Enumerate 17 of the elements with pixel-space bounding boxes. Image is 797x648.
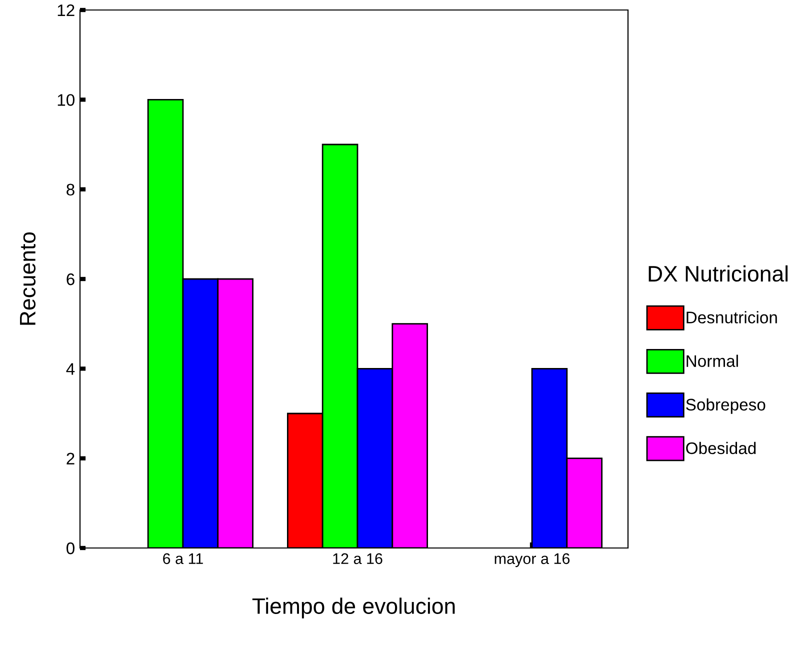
legend-label: Normal	[686, 354, 738, 367]
y-tick-label: 0	[66, 542, 74, 554]
legend-label: Sobrepeso	[686, 398, 766, 414]
y-tick-label: 6	[66, 273, 74, 286]
x-axis-title: Tiempo de evolucion	[252, 598, 455, 618]
x-tick-label: 6 a 11	[163, 553, 203, 564]
legend-title: DX Nutricional	[648, 265, 788, 282]
x-tick-label: mayor a 16	[494, 553, 570, 568]
x-tick-label: 12 a 16	[333, 553, 382, 564]
y-tick-label: 4	[66, 363, 75, 375]
legend-label: Obesidad	[686, 442, 756, 454]
legend-label: Desnutricion	[686, 311, 777, 324]
y-tick-label: 8	[66, 184, 74, 196]
y-tick-label: 12	[58, 4, 74, 16]
y-axis-title: Recuento	[20, 232, 36, 325]
y-tick-label: 2	[66, 452, 74, 464]
y-tick-label: 10	[58, 94, 74, 106]
